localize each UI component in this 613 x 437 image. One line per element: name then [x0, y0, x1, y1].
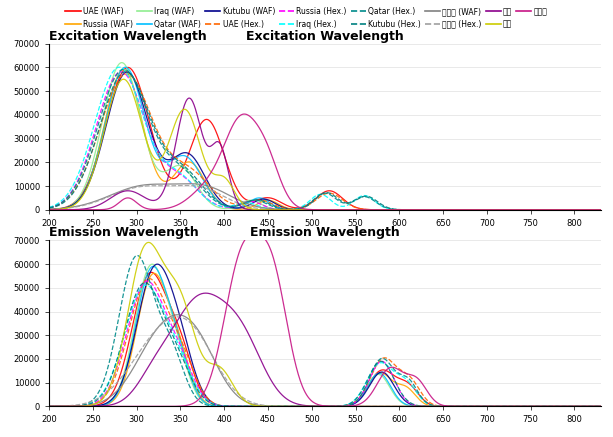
Title: Excitation Wavelength: Excitation Wavelength	[246, 30, 404, 42]
Text: Emission Wavelength: Emission Wavelength	[49, 226, 199, 239]
Title: Emission Wavelength: Emission Wavelength	[250, 226, 400, 239]
Legend: UAE (WAF), Russia (WAF), Iraq (WAF), Qatar (WAF), Kutubu (WAF), UAE (Hex.), Russ: UAE (WAF), Russia (WAF), Iraq (WAF), Qat…	[63, 4, 550, 32]
Text: Excitation Wavelength: Excitation Wavelength	[49, 30, 207, 42]
